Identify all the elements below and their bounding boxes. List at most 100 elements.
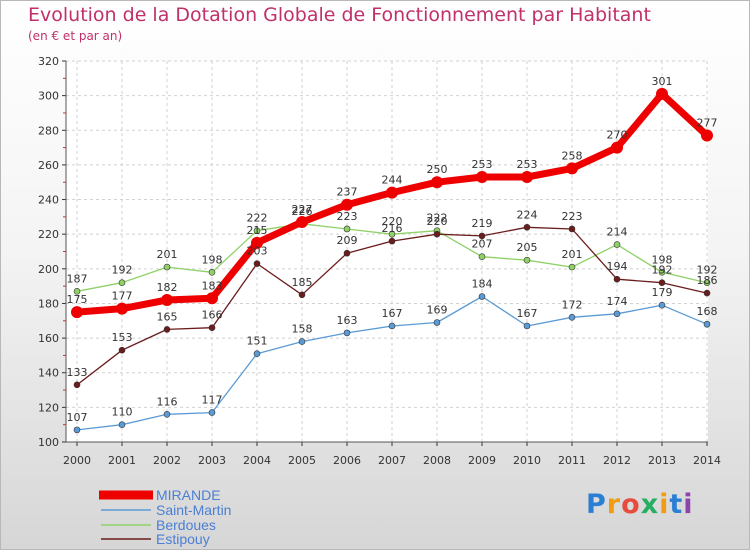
data-point	[431, 176, 443, 189]
data-point	[118, 279, 126, 286]
logo-letter: i	[683, 489, 694, 520]
data-point	[253, 350, 261, 357]
series-lines	[71, 87, 713, 434]
legend-item-mirande: MIRANDE	[99, 487, 221, 503]
data-label: 253	[472, 158, 493, 171]
data-point	[611, 141, 623, 154]
data-label: 227	[292, 203, 313, 216]
data-point	[163, 326, 171, 333]
data-point	[298, 338, 306, 345]
data-point	[73, 426, 81, 434]
data-point	[613, 310, 621, 318]
legend-label: Estipouy	[156, 531, 210, 547]
data-point	[703, 289, 711, 297]
data-label: 226	[292, 205, 313, 218]
data-label: 192	[112, 264, 133, 277]
data-point	[476, 171, 488, 184]
x-tick-label: 2008	[423, 454, 451, 467]
data-label: 117	[202, 394, 223, 407]
y-tick-label: 180	[38, 297, 59, 310]
data-point	[208, 268, 216, 276]
data-point	[118, 421, 126, 428]
data-point	[433, 230, 441, 238]
data-label: 277	[697, 116, 718, 129]
data-label: 184	[472, 278, 493, 291]
data-point	[478, 232, 486, 240]
data-label: 194	[607, 260, 628, 273]
y-tick-label: 200	[38, 263, 59, 276]
data-label: 224	[517, 208, 538, 221]
data-label: 179	[652, 286, 673, 299]
y-tick-label: 120	[38, 401, 59, 414]
legend-label: Berdoues	[156, 517, 216, 533]
data-point	[658, 268, 666, 276]
data-label: 182	[157, 281, 178, 294]
data-label: 222	[427, 212, 448, 225]
data-label: 175	[67, 293, 88, 306]
data-point	[163, 410, 171, 418]
data-point	[298, 291, 306, 299]
y-tick-label: 280	[38, 124, 59, 137]
data-label: 177	[112, 290, 133, 303]
x-tick-label: 2013	[648, 454, 676, 467]
data-point	[701, 129, 713, 142]
data-label: 201	[562, 248, 583, 261]
data-point	[658, 279, 666, 286]
data-label: 220	[382, 215, 403, 228]
legend-swatch	[101, 509, 151, 511]
data-label: 237	[337, 186, 358, 199]
chart-title: Evolution de la Dotation Globale de Fonc…	[28, 4, 651, 26]
data-label: 116	[157, 395, 178, 408]
data-label: 151	[247, 335, 268, 348]
data-point	[296, 216, 308, 229]
data-label: 203	[247, 245, 268, 258]
legend-swatch	[101, 538, 151, 540]
data-label: 185	[292, 276, 313, 289]
logo-letter: r	[606, 489, 622, 520]
data-label: 244	[382, 174, 403, 187]
data-point	[433, 319, 441, 326]
data-labels: 107 110 116 117 151 158 163 167 169 184 167 172 174 1…	[67, 75, 718, 424]
data-label: 158	[292, 323, 313, 336]
data-point	[253, 227, 261, 235]
logo-letter: i	[659, 489, 670, 520]
data-point	[523, 256, 531, 264]
data-point	[251, 236, 263, 249]
data-point	[161, 293, 173, 306]
data-point	[656, 87, 668, 100]
data-label: 214	[607, 226, 628, 239]
data-label: 168	[697, 305, 718, 318]
x-tick-label: 2011	[558, 454, 586, 467]
legend-swatch	[99, 490, 153, 500]
y-tick-label: 300	[38, 90, 59, 103]
data-label: 187	[67, 272, 88, 285]
data-point	[523, 322, 531, 330]
data-label: 219	[472, 217, 493, 230]
y-tick-label: 160	[38, 332, 59, 345]
x-tick-label: 2001	[108, 454, 136, 467]
y-tick-label: 320	[38, 55, 59, 68]
data-point	[118, 346, 126, 354]
data-label: 222	[247, 212, 268, 225]
chart-subtitle: (en € et par an)	[28, 29, 123, 43]
data-label: 215	[247, 224, 268, 237]
x-tick-label: 2000	[63, 454, 91, 467]
data-point	[613, 241, 621, 248]
data-label: 192	[697, 264, 718, 277]
data-label: 223	[562, 210, 583, 223]
data-label: 270	[607, 129, 628, 142]
legend-item-berdoues: Berdoues	[99, 517, 216, 533]
data-label: 153	[112, 331, 133, 344]
data-point	[388, 237, 396, 245]
x-tick-label: 2007	[378, 454, 406, 467]
data-label: 163	[337, 314, 358, 327]
data-label: 110	[112, 406, 133, 419]
data-point	[386, 186, 398, 199]
data-label: 166	[202, 309, 223, 322]
y-tick-label: 100	[38, 436, 59, 449]
data-point	[73, 288, 81, 295]
data-label: 216	[382, 222, 403, 235]
data-point	[163, 263, 171, 271]
x-tick-label: 2012	[603, 454, 631, 467]
